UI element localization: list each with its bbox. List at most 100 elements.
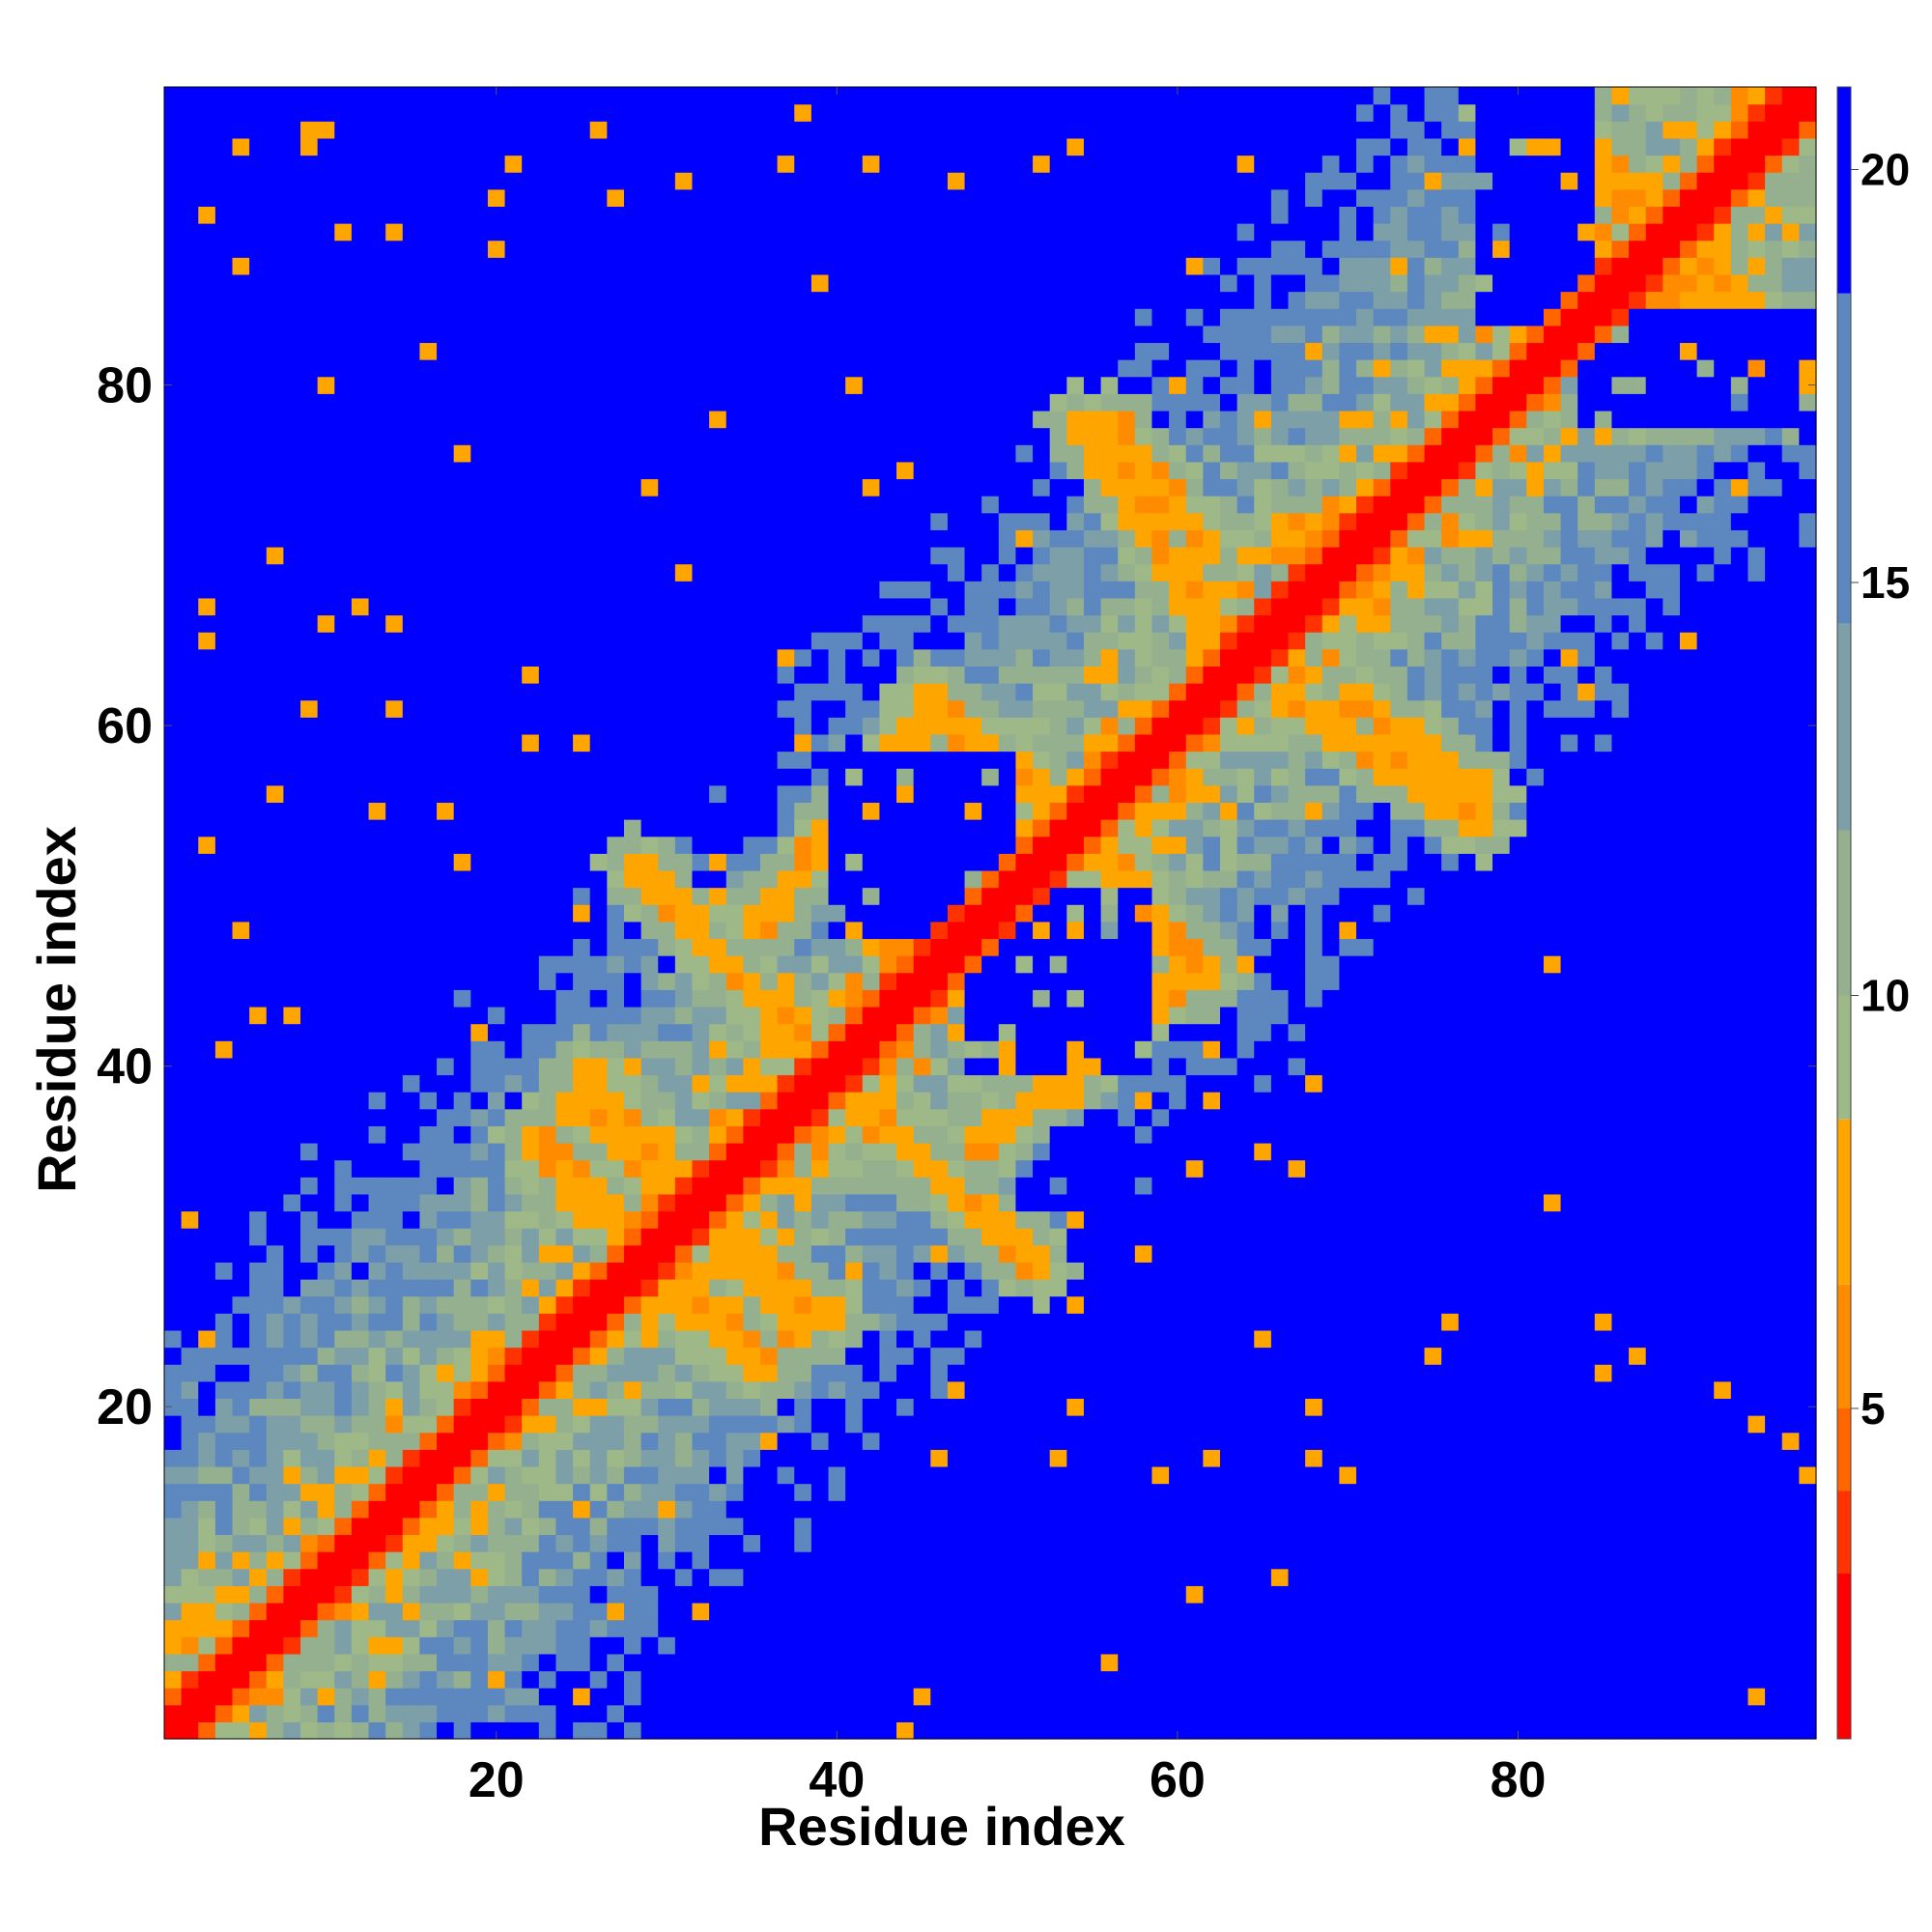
heatmap-cell — [896, 1142, 915, 1161]
heatmap-cell — [845, 921, 864, 940]
heatmap-cell — [828, 1653, 846, 1672]
heatmap-cell — [555, 1380, 574, 1400]
heatmap-cell — [913, 1398, 931, 1416]
heatmap-cell — [266, 972, 284, 990]
heatmap-cell — [709, 1483, 727, 1501]
heatmap-cell — [198, 1006, 216, 1025]
heatmap-cell — [658, 1177, 676, 1195]
heatmap-cell — [607, 291, 625, 309]
heatmap-cell — [1033, 972, 1051, 990]
heatmap-cell — [725, 1483, 744, 1501]
heatmap-cell — [437, 1347, 455, 1365]
heatmap-cell — [913, 614, 931, 633]
heatmap-cell — [368, 768, 386, 786]
heatmap-cell — [896, 904, 915, 923]
heatmap-cell — [913, 496, 931, 514]
heatmap-cell — [487, 257, 506, 275]
heatmap-cell — [470, 632, 489, 650]
heatmap-cell — [214, 1244, 234, 1263]
heatmap-cell — [437, 921, 455, 940]
heatmap-cell — [181, 87, 199, 105]
heatmap-cell — [879, 1006, 897, 1025]
heatmap-cell — [198, 1585, 216, 1604]
heatmap-cell — [164, 632, 183, 650]
heatmap-cell — [538, 1465, 557, 1485]
heatmap-cell — [913, 853, 931, 871]
heatmap-cell — [913, 1670, 931, 1689]
heatmap-cell — [214, 1551, 234, 1570]
heatmap-cell — [964, 512, 982, 530]
heatmap-cell — [249, 683, 268, 701]
heatmap-cell — [385, 683, 404, 701]
heatmap-cell — [777, 955, 795, 974]
heatmap-cell — [504, 257, 523, 275]
heatmap-cell — [1015, 1602, 1034, 1621]
heatmap-cell — [981, 1500, 1000, 1519]
heatmap-cell — [573, 1585, 591, 1604]
heatmap-cell — [623, 1142, 642, 1161]
heatmap-cell — [947, 393, 966, 412]
heatmap-cell — [692, 1262, 710, 1280]
heatmap-cell — [658, 155, 676, 173]
heatmap-cell — [794, 1295, 812, 1314]
heatmap-cell — [555, 1092, 574, 1110]
heatmap-cell — [862, 223, 881, 242]
heatmap-cell — [317, 1380, 335, 1400]
heatmap-cell — [249, 1244, 268, 1263]
heatmap-cell — [487, 648, 506, 667]
heatmap-cell — [709, 632, 727, 650]
heatmap-cell — [760, 1398, 779, 1416]
heatmap-cell — [368, 1500, 386, 1519]
heatmap-cell — [351, 1483, 370, 1501]
heatmap-cell — [896, 1125, 915, 1144]
heatmap-cell — [1015, 887, 1034, 905]
heatmap-cell — [930, 257, 949, 275]
heatmap-cell — [743, 121, 761, 139]
heatmap-cell — [232, 1534, 250, 1552]
heatmap-cell — [862, 496, 881, 514]
heatmap-cell — [1015, 325, 1034, 344]
heatmap-cell — [794, 1585, 812, 1604]
heatmap-cell — [828, 478, 846, 497]
heatmap-cell — [249, 1142, 268, 1161]
heatmap-cell — [658, 784, 676, 804]
heatmap-cell — [709, 461, 727, 480]
heatmap-cell — [725, 784, 744, 804]
heatmap-cell — [947, 1619, 966, 1637]
heatmap-cell — [777, 188, 795, 207]
heatmap-cell — [1015, 206, 1034, 224]
heatmap-cell — [725, 717, 744, 735]
heatmap-cell — [437, 137, 455, 156]
heatmap-cell — [198, 1636, 216, 1655]
heatmap-cell — [522, 342, 540, 360]
heatmap-cell — [828, 699, 846, 718]
heatmap-cell — [487, 1534, 506, 1552]
heatmap-cell — [402, 1517, 421, 1536]
heatmap-cell — [896, 1193, 915, 1212]
heatmap-cell — [368, 1279, 386, 1297]
heatmap-cell — [470, 1364, 489, 1382]
heatmap-cell — [555, 1636, 574, 1655]
heatmap-cell — [402, 1295, 421, 1314]
heatmap-cell — [437, 853, 455, 871]
heatmap-cell — [1015, 666, 1034, 684]
heatmap-cell — [317, 291, 335, 309]
heatmap-cell — [998, 648, 1017, 667]
heatmap-cell — [674, 376, 694, 394]
heatmap-cell — [725, 1329, 744, 1349]
heatmap-cell — [674, 869, 694, 889]
heatmap-cell — [964, 376, 982, 394]
heatmap-cell — [249, 103, 268, 122]
heatmap-cell — [998, 1142, 1017, 1161]
heatmap-cell — [607, 853, 625, 871]
heatmap-cell — [692, 325, 710, 344]
heatmap-cell — [385, 666, 404, 684]
heatmap-cell — [709, 1057, 727, 1076]
heatmap-cell — [232, 1483, 250, 1501]
heatmap-cell — [402, 206, 421, 224]
heatmap-cell — [947, 1074, 966, 1093]
heatmap-cell — [794, 461, 812, 480]
heatmap-cell — [913, 819, 931, 838]
heatmap-cell — [725, 1159, 744, 1178]
heatmap-cell — [743, 1313, 761, 1331]
